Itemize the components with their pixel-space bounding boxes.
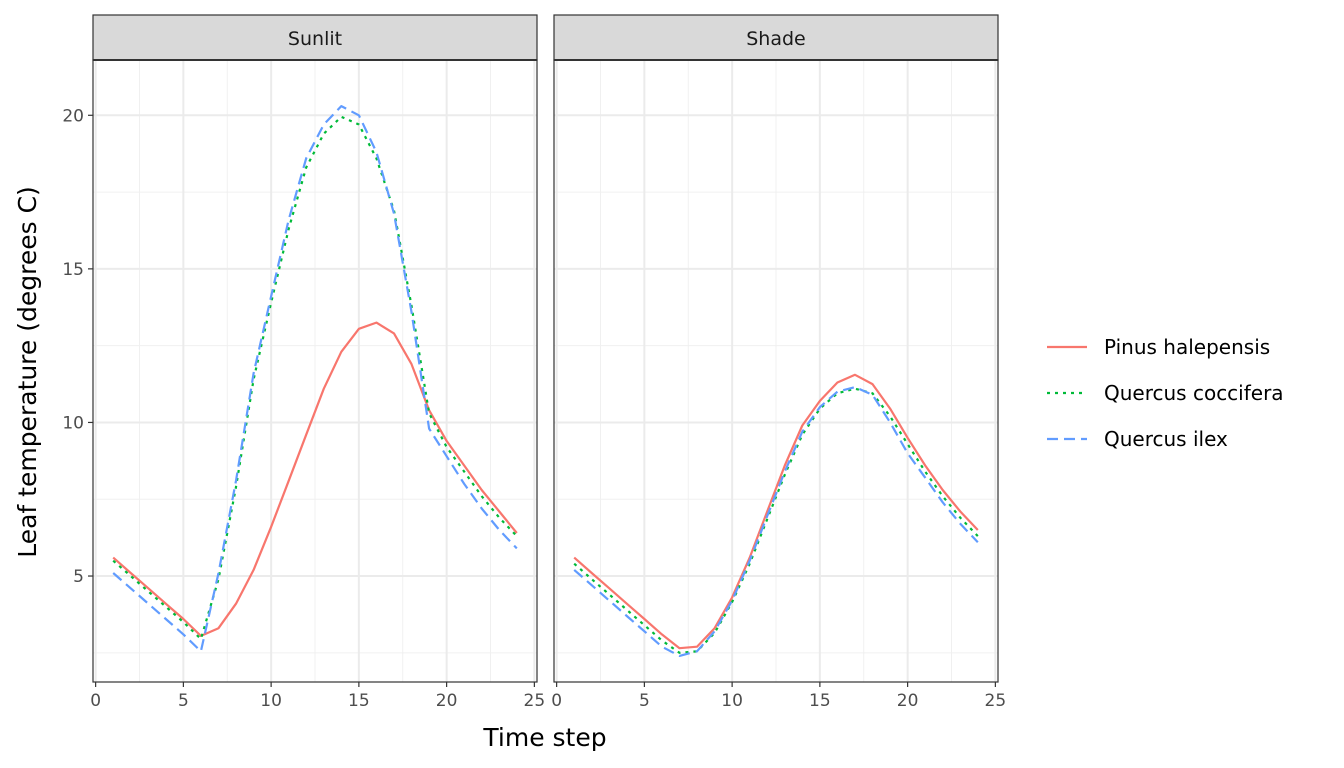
y-tick-label: 10 xyxy=(62,413,84,433)
y-tick-label: 5 xyxy=(73,567,84,587)
x-tick-label: 10 xyxy=(721,691,743,711)
x-tick-label: 15 xyxy=(809,691,831,711)
x-tick-label: 20 xyxy=(436,691,458,711)
strip-label: Sunlit xyxy=(288,28,342,50)
series-line-pinus-halepensis xyxy=(573,373,979,650)
x-tick-label: 10 xyxy=(260,691,282,711)
x-tick-label: 15 xyxy=(348,691,370,711)
series-line-quercus-ilex xyxy=(112,104,518,653)
legend-item: Quercus ilex xyxy=(1047,427,1228,451)
legend-label: Quercus ilex xyxy=(1104,427,1228,451)
strip-background xyxy=(92,14,538,61)
x-tick-label: 0 xyxy=(90,691,101,711)
x-axis-title: Time step xyxy=(482,723,606,752)
y-tick-label: 20 xyxy=(62,106,84,126)
legend-label: Quercus coccifera xyxy=(1104,381,1284,405)
x-tick-label: 5 xyxy=(178,691,189,711)
legend-label: Pinus halepensis xyxy=(1104,335,1270,359)
x-tick-label: 5 xyxy=(639,691,650,711)
strip-label: Shade xyxy=(746,28,806,50)
panel-shade: Shade 0 5 10 15 20 25 xyxy=(551,14,1007,711)
series-line-quercus-ilex xyxy=(573,386,979,658)
x-tick-label: 20 xyxy=(897,691,919,711)
panel-sunlit: Sunlit 0 5 10 15 20 25 5 10 15 20 xyxy=(62,14,546,711)
y-axis-title: Leaf temperature (degrees C) xyxy=(13,186,42,558)
series-line-quercus-coccifera xyxy=(573,387,979,654)
x-tick-label: 0 xyxy=(551,691,562,711)
y-tick-label: 15 xyxy=(62,260,84,280)
series-line-pinus-halepensis xyxy=(112,321,518,638)
x-tick-label: 25 xyxy=(985,691,1007,711)
x-tick-label: 25 xyxy=(524,691,546,711)
series-line-quercus-coccifera xyxy=(112,115,518,641)
legend: Pinus halepensis Quercus coccifera Quercus… xyxy=(1047,335,1284,451)
legend-item: Quercus coccifera xyxy=(1047,381,1284,405)
legend-item: Pinus halepensis xyxy=(1047,335,1270,359)
